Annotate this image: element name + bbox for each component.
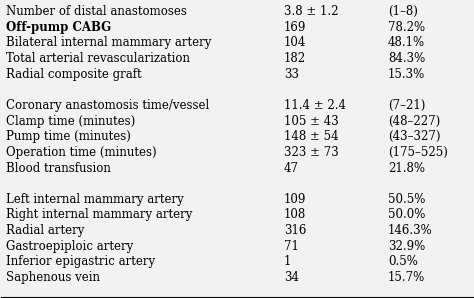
- Text: 323 ± 73: 323 ± 73: [284, 146, 339, 159]
- Text: 71: 71: [284, 240, 299, 253]
- Text: 32.9%: 32.9%: [388, 240, 425, 253]
- Text: Number of distal anastomoses: Number of distal anastomoses: [6, 5, 187, 18]
- Text: 21.8%: 21.8%: [388, 162, 425, 175]
- Text: Saphenous vein: Saphenous vein: [6, 271, 100, 284]
- Text: 15.7%: 15.7%: [388, 271, 425, 284]
- Text: 109: 109: [284, 193, 307, 206]
- Text: (48–227): (48–227): [388, 115, 440, 128]
- Text: Gastroepiploic artery: Gastroepiploic artery: [6, 240, 133, 253]
- Text: Blood transfusion: Blood transfusion: [6, 162, 111, 175]
- Text: 48.1%: 48.1%: [388, 36, 425, 49]
- Text: 148 ± 54: 148 ± 54: [284, 130, 339, 143]
- Text: Left internal mammary artery: Left internal mammary artery: [6, 193, 184, 206]
- Text: 108: 108: [284, 209, 306, 221]
- Text: 78.2%: 78.2%: [388, 21, 425, 34]
- Text: Inferior epigastric artery: Inferior epigastric artery: [6, 255, 155, 268]
- Text: 105 ± 43: 105 ± 43: [284, 115, 339, 128]
- Text: 3.8 ± 1.2: 3.8 ± 1.2: [284, 5, 338, 18]
- Text: Operation time (minutes): Operation time (minutes): [6, 146, 157, 159]
- Text: Right internal mammary artery: Right internal mammary artery: [6, 209, 192, 221]
- Text: 34: 34: [284, 271, 299, 284]
- Text: Radial artery: Radial artery: [6, 224, 84, 237]
- Text: 1: 1: [284, 255, 292, 268]
- Text: Radial composite graft: Radial composite graft: [6, 68, 142, 81]
- Text: 11.4 ± 2.4: 11.4 ± 2.4: [284, 99, 346, 112]
- Text: Clamp time (minutes): Clamp time (minutes): [6, 115, 136, 128]
- Text: 15.3%: 15.3%: [388, 68, 425, 81]
- Text: 33: 33: [284, 68, 299, 81]
- Text: 146.3%: 146.3%: [388, 224, 433, 237]
- Text: 104: 104: [284, 36, 307, 49]
- Text: Coronary anastomosis time/vessel: Coronary anastomosis time/vessel: [6, 99, 210, 112]
- Text: Total arterial revascularization: Total arterial revascularization: [6, 52, 190, 65]
- Text: (7–21): (7–21): [388, 99, 425, 112]
- Text: Off-pump CABG: Off-pump CABG: [6, 21, 111, 34]
- Text: 47: 47: [284, 162, 299, 175]
- Text: (175–525): (175–525): [388, 146, 447, 159]
- Text: 169: 169: [284, 21, 307, 34]
- Text: 0.5%: 0.5%: [388, 255, 418, 268]
- Text: 50.0%: 50.0%: [388, 209, 425, 221]
- Text: 84.3%: 84.3%: [388, 52, 425, 65]
- Text: (43–327): (43–327): [388, 130, 440, 143]
- Text: 316: 316: [284, 224, 307, 237]
- Text: (1–8): (1–8): [388, 5, 418, 18]
- Text: Bilateral internal mammary artery: Bilateral internal mammary artery: [6, 36, 211, 49]
- Text: 182: 182: [284, 52, 306, 65]
- Text: 50.5%: 50.5%: [388, 193, 425, 206]
- Text: Pump time (minutes): Pump time (minutes): [6, 130, 131, 143]
